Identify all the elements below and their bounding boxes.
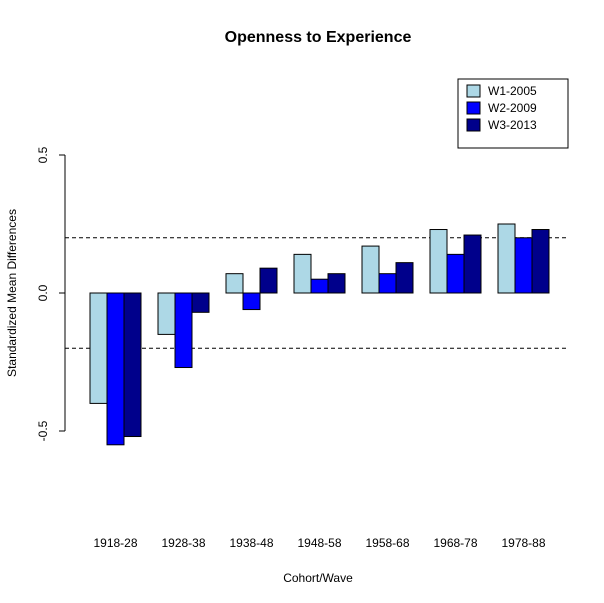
legend-swatch bbox=[466, 118, 481, 132]
chart-title: Openness to Experience bbox=[225, 29, 412, 46]
y-tick-label: 0.5 bbox=[36, 146, 50, 163]
legend-label: W2-2009 bbox=[488, 101, 537, 115]
bar bbox=[89, 292, 108, 404]
y-axis-label: Standardized Mean Differences bbox=[5, 209, 19, 377]
bar bbox=[361, 245, 380, 294]
bar bbox=[191, 292, 210, 313]
legend-swatch bbox=[466, 84, 481, 98]
legend-label: W3-2013 bbox=[488, 118, 537, 132]
bar bbox=[242, 292, 261, 311]
y-tick-label: 0.0 bbox=[36, 284, 50, 301]
x-tick-label: 1918-28 bbox=[93, 536, 137, 550]
bar bbox=[395, 262, 414, 294]
bar bbox=[429, 229, 448, 294]
bar bbox=[497, 223, 516, 294]
y-axis: -0.5 0.0 0.5 bbox=[36, 146, 66, 441]
bar bbox=[446, 253, 465, 294]
bar bbox=[259, 267, 278, 294]
x-tick-label: 1968-78 bbox=[433, 536, 477, 550]
x-tick-label: 1938-48 bbox=[229, 536, 273, 550]
x-tick-label: 1948-58 bbox=[297, 536, 341, 550]
bars bbox=[89, 223, 550, 446]
bar bbox=[157, 292, 176, 335]
bar bbox=[106, 292, 125, 446]
legend-label: W1-2005 bbox=[488, 84, 537, 98]
legend-swatch bbox=[466, 101, 481, 115]
x-tick-label: 1958-68 bbox=[365, 536, 409, 550]
bar bbox=[123, 292, 142, 438]
bar bbox=[293, 253, 312, 294]
y-tick-label: -0.5 bbox=[36, 420, 50, 441]
bar bbox=[225, 273, 244, 294]
bar bbox=[327, 273, 346, 294]
x-tick-labels: 1918-28 1928-38 1938-48 1948-58 1958-68 1968-… bbox=[93, 536, 545, 550]
bar bbox=[514, 237, 533, 294]
bar bbox=[531, 229, 550, 294]
bar bbox=[174, 292, 193, 369]
x-tick-label: 1928-38 bbox=[161, 536, 205, 550]
bar bbox=[310, 278, 329, 294]
bar bbox=[463, 234, 482, 294]
x-tick-label: 1978-88 bbox=[501, 536, 545, 550]
x-axis-label: Cohort/Wave bbox=[283, 571, 353, 585]
legend: W1-2005 W2-2009 W3-2013 bbox=[457, 78, 569, 149]
bar bbox=[378, 273, 397, 294]
reference-lines bbox=[65, 237, 569, 349]
